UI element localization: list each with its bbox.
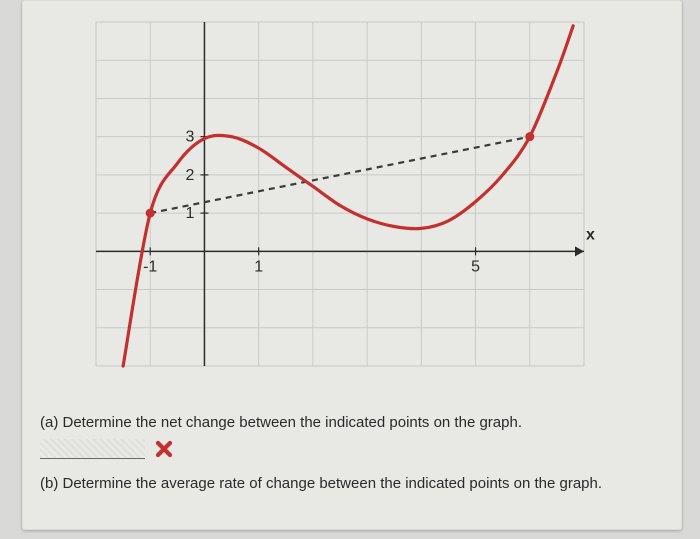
svg-text:5: 5 bbox=[471, 258, 480, 275]
questions: (a) Determine the net change between the… bbox=[40, 412, 664, 495]
question-a: (a) Determine the net change between the… bbox=[40, 412, 664, 459]
svg-text:3: 3 bbox=[186, 129, 195, 146]
answer-a-field[interactable] bbox=[40, 439, 145, 459]
svg-text:x: x bbox=[586, 226, 595, 243]
svg-text:-1: -1 bbox=[143, 258, 157, 275]
incorrect-icon bbox=[155, 440, 173, 458]
question-b-text: (b) Determine the average rate of change… bbox=[40, 473, 664, 496]
svg-text:1: 1 bbox=[186, 205, 195, 222]
function-graph: -1 1 5 1 2 3 x bbox=[60, 14, 620, 394]
svg-text:2: 2 bbox=[186, 167, 195, 184]
question-b: (b) Determine the average rate of change… bbox=[40, 473, 664, 496]
graph-area: -1 1 5 1 2 3 x bbox=[60, 14, 620, 394]
svg-text:1: 1 bbox=[254, 258, 263, 275]
question-a-text: (a) Determine the net change between the… bbox=[40, 412, 664, 435]
problem-card: -1 1 5 1 2 3 x (a) Determine the net change be… bbox=[22, 0, 682, 530]
